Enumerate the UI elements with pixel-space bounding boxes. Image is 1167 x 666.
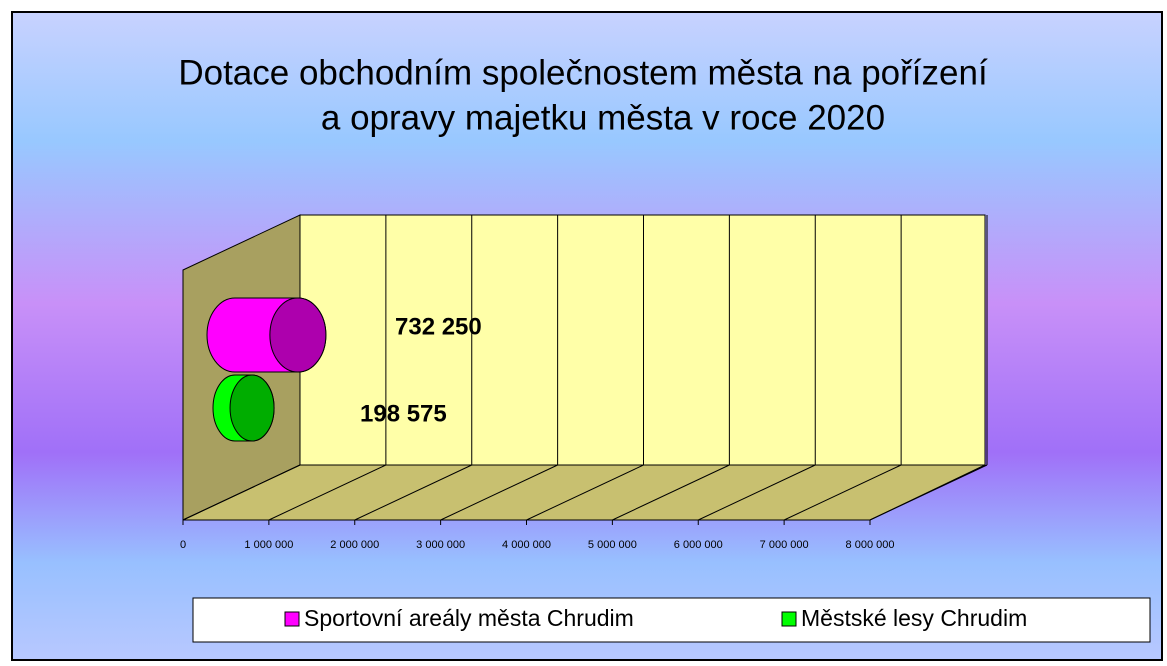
x-tick-label: 3 000 000 (416, 539, 465, 551)
grid-line (526, 464, 644, 521)
grid-line (698, 464, 816, 521)
grid-line (612, 464, 730, 521)
grid-line (783, 464, 902, 521)
legend-label: Sportovní areály města Chrudim (304, 605, 634, 631)
data-label: 198 575 (360, 400, 447, 427)
grid-line (354, 464, 472, 521)
grid-line (440, 464, 558, 521)
x-tick-label: 1 000 000 (244, 539, 293, 551)
legend (192, 597, 1151, 643)
grid-line (268, 464, 387, 521)
bar-cap (269, 297, 327, 373)
x-tick-label: 5 000 000 (588, 539, 637, 551)
x-tick-label: 7 000 000 (760, 539, 809, 551)
data-label: 732 250 (395, 313, 482, 340)
legend-swatch (284, 611, 300, 627)
grid-line (182, 464, 301, 521)
x-tick-label: 6 000 000 (674, 539, 723, 551)
legend-swatch (781, 611, 797, 627)
x-tick-label: 0 (180, 539, 186, 551)
x-tick-label: 8 000 000 (846, 539, 895, 551)
bar-cap (229, 374, 275, 442)
chart-title: Dotace obchodním společnostem města na p… (178, 53, 988, 92)
x-tick-label: 4 000 000 (502, 539, 551, 551)
x-tick-label: 2 000 000 (330, 539, 379, 551)
chart-title: a opravy majetku města v roce 2020 (321, 98, 885, 137)
legend-label: Městské lesy Chrudim (801, 605, 1027, 631)
grid-line (869, 464, 988, 521)
